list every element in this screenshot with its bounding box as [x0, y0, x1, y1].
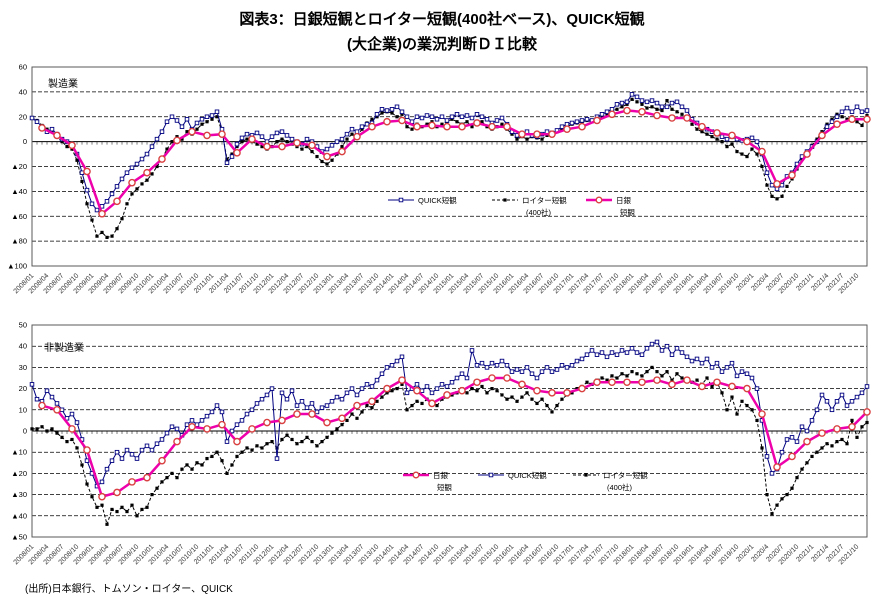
plot-border — [31, 324, 868, 538]
y-tick-label: 0 — [23, 137, 27, 146]
legend-label: 日銀 — [616, 196, 631, 205]
figure-title-line2: (大企業)の業況判断ＤＩ比較 — [347, 35, 537, 53]
x-axis-labels: 2008/012008/042008/072008/102009/012009/… — [13, 543, 861, 566]
legend-circle-icon — [595, 196, 603, 204]
y-tick-label: 30 — [19, 363, 27, 372]
y-tick-label: 20 — [19, 384, 27, 393]
y-tick-label: ▲40 — [11, 187, 27, 196]
y-tick-label: ▲100 — [7, 262, 27, 271]
legend-label: ロイター短観 — [603, 470, 648, 480]
y-tick-label: 20 — [19, 112, 27, 121]
series-quick — [29, 92, 870, 213]
x-axis-labels: 2008/012008/042008/072008/102009/012009/… — [13, 272, 861, 295]
legend-label: 短観 — [437, 482, 452, 492]
legend-label: QUICK短観 — [508, 470, 547, 480]
legend: QUICK短観 ロイター短観 (400社) 日銀短観 — [388, 195, 635, 217]
y-tick-label: ▲30 — [11, 490, 27, 499]
legend-open-square-icon — [398, 197, 404, 203]
panel-label: 製造業 — [48, 77, 78, 90]
legend-filled-square-icon — [584, 473, 588, 477]
y-tick-label: 40 — [19, 342, 27, 351]
source-note: (出所)日本銀行、トムソン・ロイター、QUICK — [25, 584, 233, 595]
y-tick-label: 60 — [19, 63, 27, 72]
series-boj — [38, 374, 871, 501]
y-tick-label: ▲10 — [11, 448, 27, 457]
legend-open-square-icon — [488, 472, 494, 478]
y-tick-label: ▲80 — [11, 237, 27, 246]
y-tick-label: ▲20 — [11, 162, 27, 171]
y-tick-label: 40 — [19, 87, 27, 96]
y-tick-label: 10 — [19, 405, 27, 414]
legend-label: QUICK短観 — [418, 195, 457, 205]
y-tick-label: ▲40 — [11, 511, 27, 520]
legend-filled-square-icon — [503, 198, 507, 202]
series-boj — [38, 106, 871, 218]
y-tick-label: ▲20 — [11, 469, 27, 478]
legend-label: (400社) — [526, 207, 552, 217]
figure-title: 図表3：日銀短観とロイター短観(400社ベース)、QUICK短観 (大企業)の業… — [0, 8, 884, 58]
y-tick-label: ▲50 — [11, 533, 27, 542]
legend-label: ロイター短観 — [522, 195, 567, 205]
y-tick-label: 50 — [19, 321, 27, 330]
legend-label: 日銀 — [433, 471, 448, 480]
figure-title-line1: 図表3：日銀短観とロイター短観(400社ベース)、QUICK短観 — [239, 11, 645, 28]
chart-manufacturing: 60 40 20 0 ▲20 ▲40 ▲60 ▲80 ▲100 製造業 2008/012008/04… — [7, 63, 871, 295]
y-tick-label: ▲60 — [11, 212, 27, 221]
legend-circle-icon — [412, 471, 420, 479]
zero-axis — [31, 430, 868, 434]
chart-nonmanufacturing: 50 40 30 20 10 0 ▲10 ▲20 ▲30 ▲40 ▲50 非製造業 2008/01200… — [11, 321, 871, 566]
legend-label: (400社) — [607, 482, 633, 492]
y-tick-label: 0 — [23, 427, 27, 436]
plot-border — [31, 66, 868, 267]
panel-label: 非製造業 — [44, 341, 84, 354]
gridlines: 60 40 20 0 ▲20 ▲40 ▲60 ▲80 ▲100 — [7, 63, 867, 271]
legend-label: 短観 — [620, 207, 635, 217]
legend: 日銀短観 QUICK短観 ロイター短観 (400社) — [403, 470, 648, 492]
